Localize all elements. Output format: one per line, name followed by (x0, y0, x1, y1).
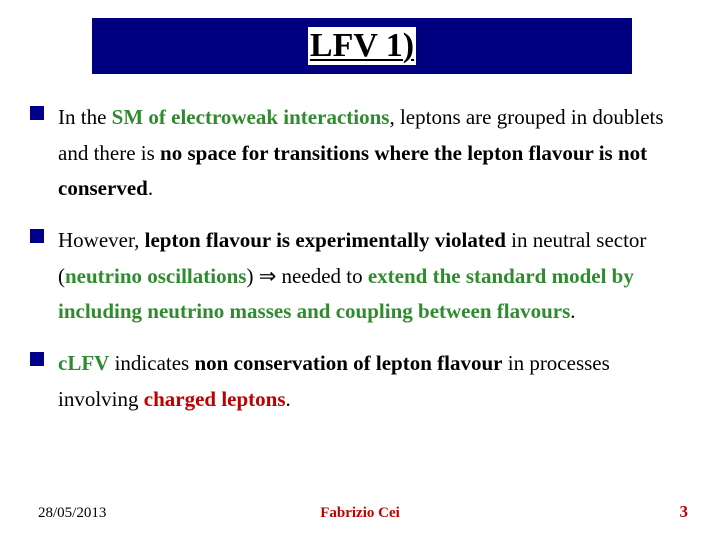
arrow-symbol: ⇒ (259, 265, 277, 288)
text-emphasis-green: neutrino oscillations (65, 264, 246, 288)
bullet-item: However, lepton flavour is experimentall… (30, 223, 690, 330)
slide-content: In the SM of electroweak interactions, l… (30, 100, 690, 434)
text-emphasis-bold: non conservation of lepton flavour (194, 351, 502, 375)
text-emphasis-green: SM of electroweak interactions (112, 105, 390, 129)
text-fragment: indicates (109, 351, 194, 375)
text-fragment: . (286, 387, 291, 411)
text-fragment: However, (58, 228, 145, 252)
text-fragment: needed to (276, 264, 368, 288)
footer-page-number: 3 (680, 502, 689, 522)
text-emphasis-red: charged leptons (144, 387, 286, 411)
bullet-marker (30, 106, 44, 120)
bullet-item: In the SM of electroweak interactions, l… (30, 100, 690, 207)
bullet-text-1: In the SM of electroweak interactions, l… (58, 100, 690, 207)
bullet-marker (30, 229, 44, 243)
bullet-marker (30, 352, 44, 366)
footer-author: Fabrizio Cei (0, 505, 720, 522)
text-emphasis-bold: lepton flavour is experimentally violate… (145, 228, 506, 252)
text-fragment: In the (58, 105, 112, 129)
title-bar: LFV 1) (92, 18, 632, 74)
text-fragment: . (148, 176, 153, 200)
text-fragment: ) (246, 264, 258, 288)
bullet-text-3: cLFV indicates non conservation of lepto… (58, 346, 690, 417)
bullet-text-2: However, lepton flavour is experimentall… (58, 223, 690, 330)
text-fragment: . (570, 299, 575, 323)
slide-title: LFV 1) (308, 27, 416, 65)
bullet-item: cLFV indicates non conservation of lepto… (30, 346, 690, 417)
slide-footer: 28/05/2013 Fabrizio Cei 3 (0, 500, 720, 522)
text-emphasis-green: cLFV (58, 351, 109, 375)
